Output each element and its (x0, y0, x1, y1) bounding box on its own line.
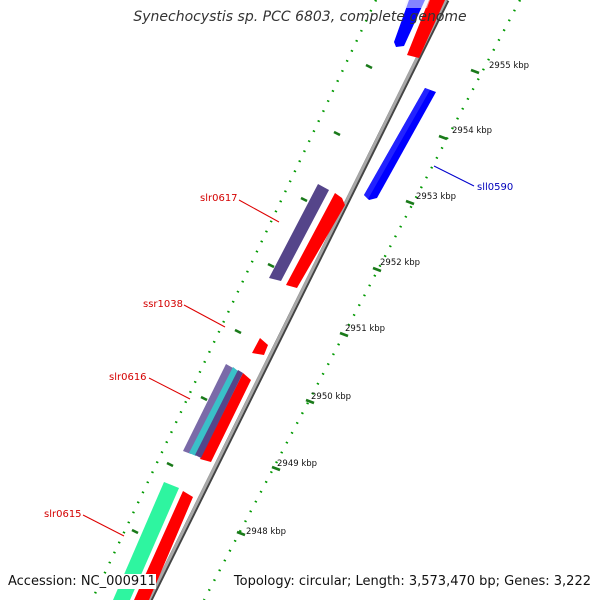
tick-2952 (372, 266, 382, 273)
minor-tick-marks (131, 63, 373, 535)
map-title: Synechocystis sp. PCC 6803, complete gen… (133, 9, 467, 25)
accession-footer: Accession: NC_000911 (8, 574, 156, 589)
accession-text: Accession: NC_000911 (8, 574, 156, 589)
topology-text: Topology: circular; Length: 3,573,470 bp… (233, 574, 591, 589)
orf-slr0616-c[interactable] (195, 370, 243, 458)
minor-tick (300, 196, 308, 203)
cds-slr0615[interactable] (134, 491, 193, 600)
minor-tick (200, 395, 208, 402)
kbp-label-2949: 2949 kbp (277, 459, 317, 469)
leader-sll0590 (433, 165, 475, 187)
kbp-label-2953: 2953 kbp (416, 192, 456, 202)
orf-slr0617[interactable] (269, 184, 329, 281)
leader-slr0615 (82, 514, 125, 537)
cds-slr0617[interactable] (286, 193, 345, 288)
cds-top-red[interactable] (407, 0, 445, 58)
tick-2949 (271, 465, 281, 472)
tick-2954 (438, 134, 448, 141)
tick-2953 (405, 199, 415, 206)
leader-slr0616 (148, 377, 191, 400)
minor-tick (267, 262, 275, 269)
cds-sll0590-shade (364, 88, 430, 199)
minor-tick (234, 328, 242, 335)
cds-slr0616[interactable] (200, 373, 251, 462)
minor-tick (365, 63, 373, 70)
kbp-label-2951: 2951 kbp (345, 324, 385, 334)
tick-2955 (470, 68, 480, 75)
gene-label-slr0617[interactable]: slr0617 (200, 193, 238, 204)
cds-top-light (404, 0, 430, 8)
cds-ssr1038[interactable] (252, 338, 268, 355)
tick-2950 (305, 398, 315, 405)
orf-slr0616-b[interactable] (189, 367, 238, 456)
topology-footer: Topology: circular; Length: 3,573,470 bp… (233, 574, 591, 589)
outer-left-dotted-track (90, 0, 378, 600)
gene-label-sll0590[interactable]: sll0590 (477, 182, 513, 193)
outer-right-dotted-track (202, 0, 522, 600)
cds-top-blue[interactable] (394, 0, 425, 47)
kbp-label-2948: 2948 kbp (246, 527, 286, 537)
minor-tick (333, 130, 341, 137)
kbp-label-2952: 2952 kbp (380, 258, 420, 268)
gene-label-slr0615[interactable]: slr0615 (44, 509, 82, 520)
kbp-label-2955: 2955 kbp (489, 61, 529, 71)
kbp-label-2954: 2954 kbp (452, 126, 492, 136)
minor-tick (166, 461, 174, 468)
leader-slr0617 (238, 199, 280, 223)
orf-slr0616-a[interactable] (183, 364, 233, 454)
kbp-tick-marks (236, 68, 480, 537)
genome-backbone (147, 0, 448, 600)
gene-label-ssr1038[interactable]: ssr1038 (143, 299, 183, 310)
gene-label-slr0616[interactable]: slr0616 (109, 372, 147, 383)
kbp-label-2950: 2950 kbp (311, 392, 351, 402)
tick-2951 (339, 331, 349, 338)
minor-tick (131, 528, 139, 535)
orf-slr0615[interactable] (113, 482, 179, 600)
tick-2948 (236, 530, 246, 537)
leader-ssr1038 (183, 304, 226, 328)
